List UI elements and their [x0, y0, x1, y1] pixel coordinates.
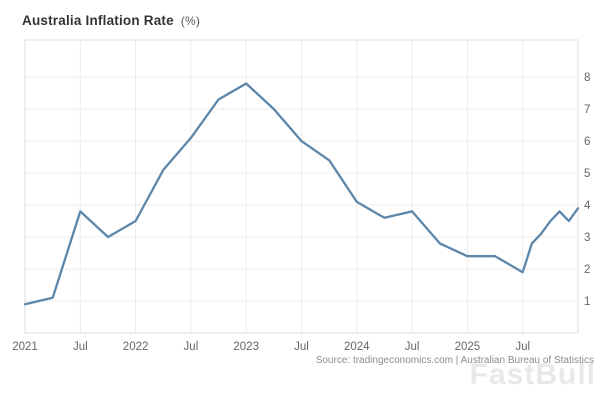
chart-title-main: Australia Inflation Rate [22, 13, 174, 28]
source-attribution: Source: tradingeconomics.com | Australia… [315, 355, 594, 366]
x-tick-label: Jul [294, 341, 309, 353]
y-tick-label: 8 [584, 72, 590, 84]
x-tick-label: 2024 [344, 341, 370, 353]
x-tick-label: 2021 [12, 341, 38, 353]
chart-title-unit: (%) [180, 14, 201, 28]
y-tick-label: 3 [584, 232, 590, 244]
x-tick-label: Jul [73, 341, 88, 353]
x-tick-label: 2023 [233, 341, 259, 353]
x-tick-label: Jul [405, 341, 420, 353]
y-tick-label: 7 [584, 104, 590, 116]
x-tick-label: Jul [515, 341, 530, 353]
x-tick-label: 2025 [455, 341, 481, 353]
inflation-rate-line [23, 82, 580, 306]
x-tick-label: Jul [184, 341, 199, 353]
x-tick-label: 2022 [123, 341, 149, 353]
y-tick-label: 1 [584, 296, 590, 308]
y-tick-label: 2 [584, 264, 590, 276]
y-tick-label: 6 [584, 136, 590, 148]
chart-title: Australia Inflation Rate (%) [22, 13, 200, 28]
plot-border [24, 39, 579, 334]
y-tick-label: 4 [584, 200, 591, 212]
fastbull-watermark: FastBull [469, 358, 596, 391]
y-tick-label: 5 [584, 168, 590, 180]
